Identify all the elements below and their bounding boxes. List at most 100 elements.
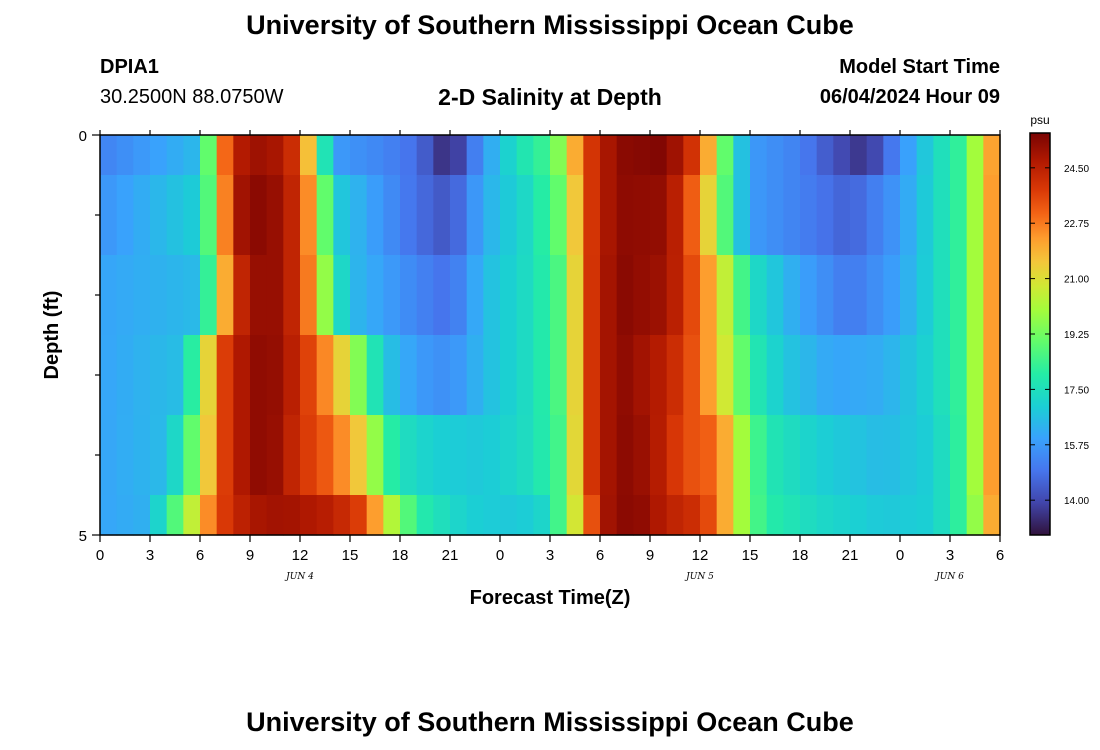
colorbar-tick-label: 22.75 (1064, 219, 1089, 230)
heatmap-cell (400, 175, 418, 256)
heatmap-cell (650, 175, 668, 256)
heatmap-cell (933, 495, 951, 536)
heatmap-cell (466, 255, 484, 336)
footer-title: University of Southern Mississippi Ocean… (246, 707, 854, 737)
heatmap-cell (416, 415, 434, 496)
heatmap-cell (616, 335, 634, 416)
heatmap-cell (900, 175, 918, 256)
heatmap-cell (250, 175, 268, 256)
model-start-value: 06/04/2024 Hour 09 (819, 86, 1000, 108)
x-date-label: JUN 5 (684, 572, 714, 582)
x-tick-label: 6 (596, 547, 604, 564)
x-tick-label: 21 (442, 547, 459, 564)
heatmap-cell (683, 495, 701, 536)
heatmap-cell (683, 255, 701, 336)
heatmap-cell (450, 135, 468, 176)
model-start-label: Model Start Time (839, 56, 1000, 78)
heatmap-cell (683, 175, 701, 256)
heatmap-cell (816, 175, 834, 256)
heatmap-cell (366, 335, 384, 416)
heatmap-cell (533, 135, 551, 176)
heatmap-cell (900, 415, 918, 496)
x-tick-label: 12 (292, 547, 309, 564)
heatmap-cell (216, 415, 234, 496)
heatmap-cell (616, 495, 634, 536)
heatmap-cell (200, 495, 218, 536)
heatmap-cell (800, 335, 818, 416)
heatmap-cell (233, 255, 251, 336)
x-tick-label: 3 (946, 547, 954, 564)
heatmap-cell (983, 255, 1001, 336)
heatmap-cell (916, 255, 934, 336)
heatmap-cell (816, 255, 834, 336)
heatmap-cell (250, 495, 268, 536)
heatmap-cell (950, 415, 968, 496)
y-tick-label: 5 (79, 528, 87, 545)
heatmap-cell (883, 495, 901, 536)
heatmap-cell (733, 175, 751, 256)
heatmap-cell (283, 335, 301, 416)
heatmap-cell (283, 415, 301, 496)
heatmap-cell (100, 415, 118, 496)
heatmap-cell (233, 335, 251, 416)
heatmap-cell (633, 135, 651, 176)
x-tick-label: 15 (742, 547, 759, 564)
heatmap-cell (166, 415, 184, 496)
heatmap-cell (466, 495, 484, 536)
heatmap-cell (333, 495, 351, 536)
heatmap-cell (350, 135, 368, 176)
heatmap-cell (800, 255, 818, 336)
heatmap-cell (950, 175, 968, 256)
heatmap-cell (850, 415, 868, 496)
x-date-label: JUN 4 (284, 572, 314, 582)
heatmap-cell (166, 175, 184, 256)
heatmap-cell (900, 135, 918, 176)
heatmap-cell (500, 175, 518, 256)
heatmap-cell (116, 175, 134, 256)
x-tick-label: 0 (96, 547, 104, 564)
heatmap-cell (233, 495, 251, 536)
heatmap-cell (183, 175, 201, 256)
colorbar-tick-label: 15.75 (1064, 441, 1089, 452)
x-tick-label: 9 (246, 547, 254, 564)
colorbar: 24.50 22.75 21.00 19.25 17.50 15.75 14.00 (1029, 132, 1089, 536)
heatmap-cell (383, 335, 401, 416)
heatmap-cell (116, 135, 134, 176)
heatmap-cell (716, 335, 734, 416)
colorbar-tick-label: 24.50 (1064, 164, 1089, 175)
heatmap-cell (316, 255, 334, 336)
heatmap-cell (366, 495, 384, 536)
heatmap-cell (250, 255, 268, 336)
heatmap-cell (766, 255, 784, 336)
heatmap-cell (783, 175, 801, 256)
heatmap-cell (600, 135, 618, 176)
heatmap-cell (150, 495, 168, 536)
heatmap-cell (983, 175, 1001, 256)
heatmap-cell (700, 255, 718, 336)
heatmap-cell (200, 255, 218, 336)
heatmap-cell (283, 495, 301, 536)
heatmap-cell (300, 135, 318, 176)
heatmap-cell (550, 255, 568, 336)
heatmap-cell (550, 335, 568, 416)
heatmap-cell (866, 255, 884, 336)
heatmap-cell (750, 415, 768, 496)
heatmap-cell (183, 135, 201, 176)
heatmap-cell (633, 335, 651, 416)
heatmap-cell (833, 135, 851, 176)
heatmap-cell (816, 135, 834, 176)
heatmap-cell (783, 495, 801, 536)
heatmap-cell (950, 135, 968, 176)
heatmap-cell (816, 415, 834, 496)
heatmap-cell (766, 335, 784, 416)
colorbar-tick-label: 21.00 (1064, 275, 1089, 286)
heatmap-cell (516, 175, 534, 256)
heatmap-cell (933, 255, 951, 336)
heatmap-cell (950, 255, 968, 336)
heatmap-cell (750, 135, 768, 176)
heatmap-cell (566, 495, 584, 536)
heatmap-cell (333, 135, 351, 176)
heatmap-cell (333, 415, 351, 496)
heatmap-cell (833, 415, 851, 496)
heatmap-cell (133, 175, 151, 256)
